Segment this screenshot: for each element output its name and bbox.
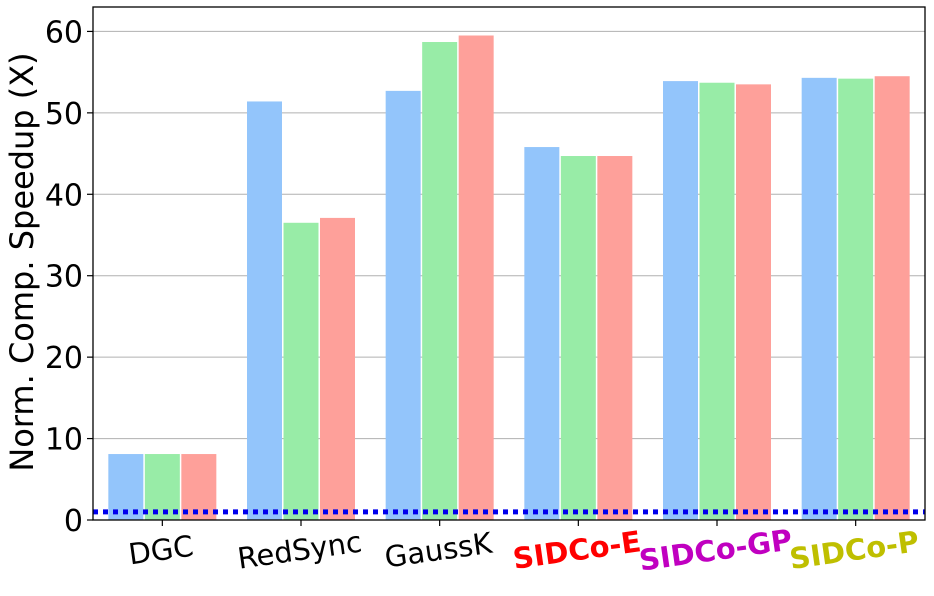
y-tick-label: 20 [45, 341, 83, 376]
x-tick-label-sidco-p: SIDCo-P [787, 524, 921, 576]
bar-gaussk-series-3 [458, 35, 494, 520]
y-axis-label: Norm. Comp. Speedup (X) [3, 52, 41, 471]
bar-redsync-series-2 [283, 222, 319, 521]
y-tick-label: 50 [45, 97, 83, 132]
y-tick-label: 60 [45, 15, 83, 50]
bar-sidco-e-series-1 [524, 147, 560, 521]
bar-dgc-series-2 [144, 454, 180, 520]
y-tick-label: 30 [45, 260, 83, 295]
x-tick-label-sidco-e: SIDCo-E [511, 524, 643, 576]
y-tick-label: 40 [45, 178, 83, 213]
bar-sidco-p-series-2 [838, 78, 874, 521]
bar-redsync-series-3 [320, 217, 355, 520]
bar-sidco-e-series-3 [597, 156, 633, 520]
bar-sidco-p-series-1 [801, 77, 837, 520]
x-tick-label-redsync: RedSync [235, 525, 364, 576]
bar-dgc-series-1 [108, 454, 144, 520]
x-tick-label-sidco-gp: SIDCo-GP [637, 523, 794, 578]
y-tick-label: 0 [64, 504, 83, 539]
x-tick-label-dgc: DGC [126, 529, 195, 572]
y-tick-label: 10 [45, 423, 83, 458]
bar-redsync-series-1 [247, 101, 282, 520]
bar-gaussk-series-1 [385, 90, 421, 520]
bar-sidco-gp-series-3 [736, 84, 771, 520]
bar-sidco-gp-series-1 [663, 81, 698, 520]
grid-lines [93, 30, 925, 440]
x-tick-label-gaussk: GaussK [383, 526, 496, 575]
bar-sidco-gp-series-2 [699, 82, 735, 520]
bar-sidco-p-series-3 [874, 76, 910, 520]
y-axis-ticks: 0 10 20 30 40 50 60 [45, 15, 93, 539]
bars-group [108, 35, 910, 521]
bar-sidco-e-series-2 [560, 156, 596, 520]
bar-gaussk-series-2 [422, 42, 458, 521]
bar-dgc-series-3 [181, 454, 217, 520]
plot-frame [92, 6, 926, 521]
